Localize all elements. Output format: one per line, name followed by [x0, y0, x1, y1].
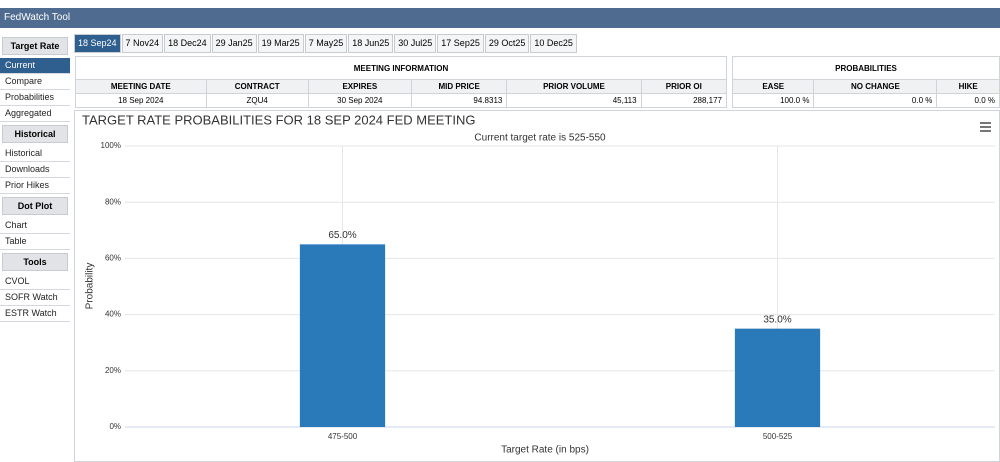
chart-subtitle: Current target rate is 525-550 — [474, 133, 606, 144]
sidebar-item[interactable]: Compare — [0, 74, 70, 90]
sidebar-heading: Dot Plot — [2, 197, 68, 215]
meeting-info-table: MEETING INFORMATION MEETING DATE CONTRACT E… — [75, 56, 728, 108]
column-header: CONTRACT — [205, 79, 309, 94]
data-row: 18 Sep 2024 ZQU4 30 Sep 2024 94.8313 45,113 2… — [75, 93, 728, 108]
x-tick-label: 475-500 — [328, 432, 358, 441]
tab[interactable]: 29 Jan25 — [211, 34, 257, 53]
sidebar-item[interactable]: Historical — [0, 146, 70, 162]
y-axis-title: Probability — [85, 263, 96, 310]
tab[interactable]: 19 Mar25 — [257, 34, 304, 53]
sidebar-item[interactable]: Probabilities — [0, 90, 70, 106]
tab[interactable]: 18 Jun25 — [348, 34, 394, 53]
bar — [734, 328, 821, 427]
x-tick-label: 500-525 — [763, 432, 793, 441]
cell: 100.0 % — [731, 93, 815, 108]
sidebar-heading: Tools — [2, 253, 68, 271]
cell: 94.8313 — [410, 93, 508, 108]
cell: 45,113 — [506, 93, 642, 108]
y-tick-label: 20% — [105, 366, 121, 375]
sidebar-item[interactable]: Downloads — [0, 162, 70, 178]
sidebar-heading: Target Rate — [2, 37, 68, 55]
value-label: 65.0% — [328, 230, 356, 241]
tab[interactable]: 29 Oct25 — [484, 34, 530, 53]
chart-title: TARGET RATE PROBABILITIES FOR 18 SEP 202… — [82, 112, 475, 127]
sidebar: Target Rate Current Compare Probabilities Ag… — [0, 34, 70, 322]
table-title: MEETING INFORMATION — [75, 56, 727, 80]
value-label: 35.0% — [763, 314, 791, 325]
cell: 0.0 % — [813, 93, 938, 108]
sidebar-item[interactable]: Aggregated — [0, 106, 70, 122]
sidebar-item[interactable]: ESTR Watch — [0, 306, 70, 322]
column-header: PRIOR OI — [640, 79, 728, 94]
meeting-tabs: 18 Sep24 7 Nov24 18 Dec24 29 Jan25 19 Mar25 7… — [74, 34, 578, 53]
data-row: 100.0 % 0.0 % 0.0 % — [731, 93, 1000, 108]
menu-icon[interactable] — [980, 122, 991, 132]
column-header: EXPIRES — [307, 79, 412, 94]
x-axis-title: Target Rate (in bps) — [501, 445, 589, 456]
sidebar-item[interactable]: Chart — [0, 218, 70, 234]
cell: 0.0 % — [936, 93, 1000, 108]
y-tick-label: 40% — [105, 310, 121, 319]
y-tick-label: 80% — [105, 197, 121, 206]
sidebar-item[interactable]: SOFR Watch — [0, 290, 70, 306]
sidebar-item[interactable]: CVOL — [0, 274, 70, 290]
column-header: NO CHANGE — [813, 79, 938, 94]
probabilities-table: PROBABILITIES EASE NO CHANGE HIKE 100.0 % 0.0… — [731, 56, 1000, 108]
app-bar: FedWatch Tool — [0, 8, 1000, 28]
sidebar-item[interactable]: Table — [0, 234, 70, 250]
sidebar-item[interactable]: Prior Hikes — [0, 178, 70, 194]
sidebar-heading: Historical — [2, 125, 68, 143]
title-row: MEETING INFORMATION — [75, 56, 727, 80]
column-header: HIKE — [936, 79, 1000, 94]
cell: ZQU4 — [205, 93, 309, 108]
tab[interactable]: 18 Sep24 — [74, 34, 121, 53]
tab[interactable]: 7 Nov24 — [121, 34, 164, 53]
tab[interactable]: 7 May25 — [304, 34, 348, 53]
bar — [299, 244, 386, 427]
tab[interactable]: 17 Sep25 — [437, 34, 484, 53]
header-row: MEETING DATE CONTRACT EXPIRES MID PRICE PRIO… — [75, 79, 728, 94]
cell: 288,177 — [640, 93, 728, 108]
y-tick-label: 60% — [105, 254, 121, 263]
cell: 18 Sep 2024 — [75, 93, 207, 108]
cell: 30 Sep 2024 — [307, 93, 412, 108]
sidebar-item[interactable]: Current — [0, 58, 70, 74]
tab[interactable]: 10 Dec25 — [530, 34, 577, 53]
tab[interactable]: 18 Dec24 — [164, 34, 211, 53]
tab[interactable]: 30 Jul25 — [394, 34, 437, 53]
y-tick-label: 0% — [109, 422, 121, 431]
y-tick-label: 100% — [101, 141, 121, 150]
